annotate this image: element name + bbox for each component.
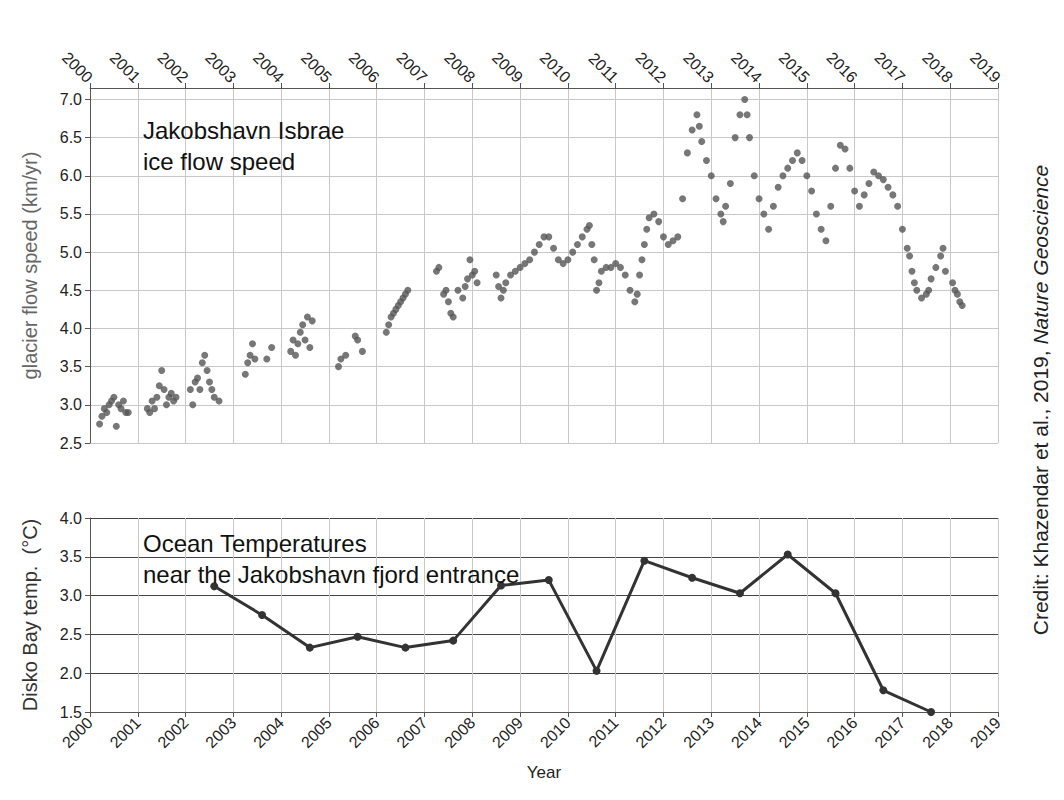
svg-text:6.5: 6.5 bbox=[60, 129, 82, 146]
svg-text:2011: 2011 bbox=[585, 50, 621, 86]
svg-text:2019: 2019 bbox=[967, 49, 1004, 86]
svg-text:2018: 2018 bbox=[919, 49, 956, 86]
svg-text:6.0: 6.0 bbox=[60, 167, 82, 184]
svg-text:2007: 2007 bbox=[393, 714, 430, 751]
svg-text:2017: 2017 bbox=[871, 49, 908, 86]
svg-text:2002: 2002 bbox=[154, 49, 191, 86]
svg-text:Credit: Khazendar et al., 2019: Credit: Khazendar et al., 2019, bbox=[1029, 345, 1052, 636]
svg-text:ice flow speed: ice flow speed bbox=[143, 148, 295, 175]
svg-text:2003: 2003 bbox=[202, 714, 239, 751]
svg-text:near the Jakobshavn fjord entr: near the Jakobshavn fjord entrance bbox=[143, 561, 519, 588]
svg-text:2006: 2006 bbox=[346, 49, 383, 86]
svg-text:2001: 2001 bbox=[107, 49, 144, 86]
svg-text:1.5: 1.5 bbox=[59, 703, 82, 721]
svg-text:4.0: 4.0 bbox=[60, 510, 82, 527]
svg-text:2.0: 2.0 bbox=[60, 665, 82, 682]
svg-text:2008: 2008 bbox=[441, 714, 478, 751]
svg-text:2.5: 2.5 bbox=[60, 435, 82, 452]
svg-text:2015: 2015 bbox=[776, 49, 813, 86]
svg-text:2001: 2001 bbox=[107, 714, 144, 751]
svg-text:2004: 2004 bbox=[250, 714, 287, 751]
svg-text:4.0: 4.0 bbox=[60, 320, 82, 337]
svg-text:2008: 2008 bbox=[441, 49, 478, 86]
svg-text:2002: 2002 bbox=[154, 714, 191, 751]
svg-text:2003: 2003 bbox=[202, 49, 239, 86]
svg-text:2012: 2012 bbox=[632, 714, 669, 751]
svg-text:2.5: 2.5 bbox=[60, 626, 82, 643]
svg-text:2005: 2005 bbox=[298, 49, 335, 86]
svg-text:2017: 2017 bbox=[871, 714, 908, 751]
svg-text:2013: 2013 bbox=[680, 49, 717, 86]
svg-text:2009: 2009 bbox=[489, 49, 526, 86]
svg-text:3.5: 3.5 bbox=[60, 548, 82, 565]
svg-text:3.0: 3.0 bbox=[60, 587, 82, 604]
svg-text:3.5: 3.5 bbox=[60, 358, 82, 375]
svg-text:2014: 2014 bbox=[728, 714, 765, 751]
svg-text:2006: 2006 bbox=[346, 714, 383, 751]
svg-text:Year: Year bbox=[527, 763, 562, 782]
svg-text:2015: 2015 bbox=[776, 714, 813, 751]
svg-text:2012: 2012 bbox=[632, 49, 669, 86]
svg-text:2019: 2019 bbox=[967, 714, 1004, 751]
svg-text:2009: 2009 bbox=[489, 714, 526, 751]
svg-text:2000: 2000 bbox=[59, 714, 96, 751]
svg-text:2016: 2016 bbox=[823, 49, 860, 86]
svg-text:2005: 2005 bbox=[298, 714, 335, 751]
svg-text:Nature Geoscience: Nature Geoscience bbox=[1029, 165, 1052, 345]
svg-text:3.0: 3.0 bbox=[60, 396, 82, 413]
svg-text:2014: 2014 bbox=[728, 49, 765, 86]
svg-text:2010: 2010 bbox=[537, 714, 574, 751]
svg-text:2000: 2000 bbox=[59, 49, 96, 86]
svg-text:2018: 2018 bbox=[919, 714, 956, 751]
svg-text:2011: 2011 bbox=[585, 714, 621, 750]
svg-text:5.0: 5.0 bbox=[60, 244, 82, 261]
svg-text:4.5: 4.5 bbox=[60, 282, 82, 299]
svg-text:2007: 2007 bbox=[393, 49, 430, 86]
svg-text:7.0: 7.0 bbox=[60, 91, 82, 108]
svg-text:2013: 2013 bbox=[680, 714, 717, 751]
svg-text:Jakobshavn Isbrae: Jakobshavn Isbrae bbox=[143, 117, 344, 144]
svg-text:2016: 2016 bbox=[823, 714, 860, 751]
svg-text:2004: 2004 bbox=[250, 49, 287, 86]
svg-text:2010: 2010 bbox=[537, 49, 574, 86]
svg-text:Ocean Temperatures: Ocean Temperatures bbox=[143, 530, 367, 557]
svg-text:5.5: 5.5 bbox=[60, 205, 82, 222]
svg-text:Disko Bay temp. (°C): Disko Bay temp. (°C) bbox=[19, 519, 41, 711]
svg-text:glacier flow speed (km/yr): glacier flow speed (km/yr) bbox=[19, 152, 41, 380]
